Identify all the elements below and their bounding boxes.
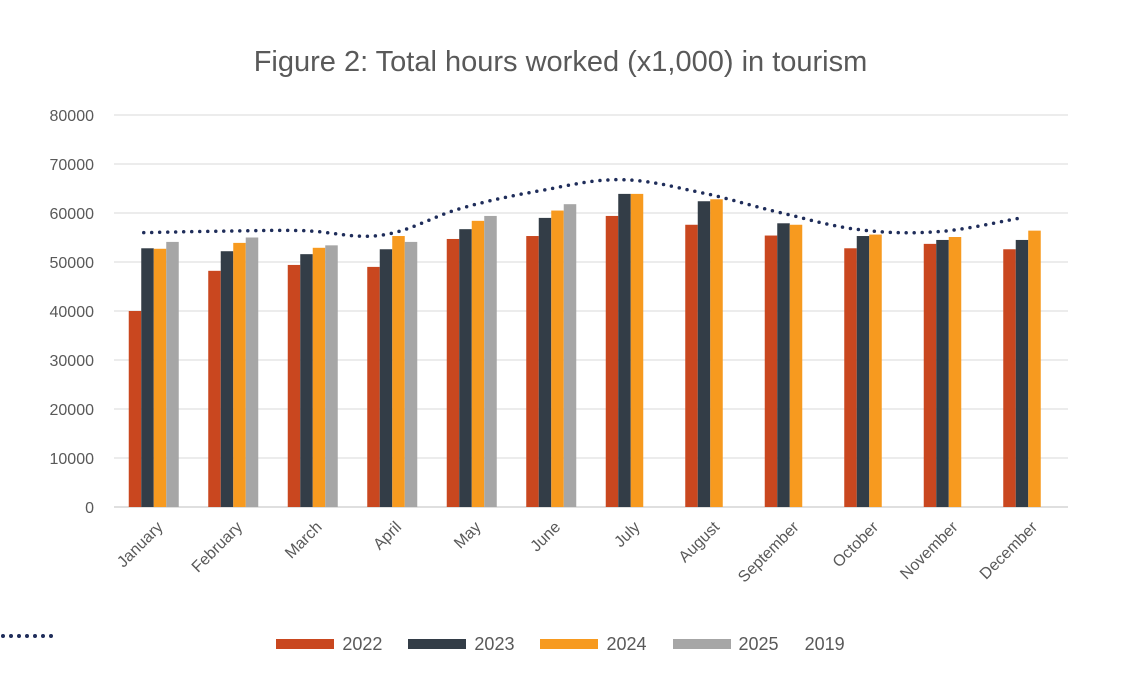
bar-2023-april xyxy=(379,249,393,507)
x-tick-label: June xyxy=(528,519,565,556)
legend-swatch xyxy=(276,639,335,649)
bar-2022-february xyxy=(208,270,221,507)
legend-label: 2019 xyxy=(804,633,845,654)
bar-2024-june xyxy=(551,210,564,508)
bar-2025-february xyxy=(245,237,259,507)
x-tick-label: October xyxy=(830,518,883,571)
bar-2024-october xyxy=(869,234,882,507)
bar-2023-august xyxy=(697,201,711,508)
y-tick-label: 80000 xyxy=(50,108,95,125)
bar-2023-february xyxy=(220,251,234,507)
bar-2022-december xyxy=(1003,249,1016,507)
bar-2022-january xyxy=(128,311,142,507)
y-tick-label: 50000 xyxy=(50,255,95,272)
bar-2024-september xyxy=(789,224,803,507)
y-tick-label: 10000 xyxy=(50,451,95,468)
bar-2023-march xyxy=(300,254,313,507)
legend-item-2024: 2024 xyxy=(540,633,647,655)
bar-2024-january xyxy=(153,248,167,507)
legend-swatch xyxy=(672,639,731,649)
bar-2024-march xyxy=(312,247,326,508)
bar-2025-april xyxy=(404,241,418,507)
x-tick-label: July xyxy=(611,519,643,551)
x-tick-label: December xyxy=(977,518,1042,583)
legend: 2022 2023 2024 2025 2019 xyxy=(0,630,1121,658)
bar-2023-september xyxy=(777,223,790,508)
bar-2022-june xyxy=(526,236,539,507)
bar-2022-may xyxy=(446,238,460,507)
bar-2024-february xyxy=(233,242,246,507)
x-tick-label: August xyxy=(676,518,724,566)
bar-2024-december xyxy=(1028,230,1041,507)
bar-2022-april xyxy=(367,266,380,507)
bar-2023-july xyxy=(618,193,631,507)
legend-label: 2025 xyxy=(738,633,779,654)
bar-2024-november xyxy=(948,237,962,507)
x-tick-label: November xyxy=(897,518,962,583)
bar-2023-may xyxy=(459,229,472,508)
bar-2025-march xyxy=(325,245,338,507)
y-tick-label: 0 xyxy=(85,500,94,517)
x-tick-label: March xyxy=(282,519,325,562)
x-tick-label: September xyxy=(735,518,803,586)
legend-swatch xyxy=(408,639,467,649)
bar-2022-august xyxy=(685,224,698,507)
bar-2023-january xyxy=(141,248,154,507)
bar-2024-august xyxy=(710,199,723,507)
bar-2024-april xyxy=(392,236,405,507)
legend-swatch xyxy=(540,639,599,649)
bar-2025-january xyxy=(166,241,179,507)
line-2019 xyxy=(142,177,1020,238)
legend-item-2019: 2019 xyxy=(1,633,845,655)
bar-2025-may xyxy=(484,215,497,507)
bar-2025-june xyxy=(563,204,577,507)
y-tick-label: 40000 xyxy=(50,304,95,321)
legend-item-2022: 2022 xyxy=(276,634,382,655)
bar-2022-november xyxy=(923,243,937,507)
x-tick-label: April xyxy=(370,519,405,554)
bar-2023-november xyxy=(936,239,949,507)
y-tick-label: 30000 xyxy=(50,353,95,370)
legend-label: 2023 xyxy=(474,633,515,654)
y-tick-label: 70000 xyxy=(50,157,95,174)
legend-label: 2024 xyxy=(606,633,647,654)
bar-2022-october xyxy=(844,248,857,507)
x-tick-label: May xyxy=(451,519,484,552)
legend-swatch xyxy=(1,634,58,638)
bar-2022-september xyxy=(764,235,778,508)
bar-2022-july xyxy=(605,215,619,507)
bar-2024-may xyxy=(471,220,485,507)
chart-title: Figure 2: Total hours worked (x1,000) in… xyxy=(253,46,868,78)
legend-item-2025: 2025 xyxy=(672,633,779,655)
bar-2023-june xyxy=(538,217,552,507)
bar-2024-july xyxy=(630,193,644,507)
bar-2022-march xyxy=(287,264,301,507)
x-tick-label: February xyxy=(189,519,246,576)
bar-2023-october xyxy=(856,236,870,507)
y-tick-label: 60000 xyxy=(50,206,95,223)
x-tick-label: January xyxy=(114,519,166,571)
bar-2023-december xyxy=(1015,239,1029,507)
legend-item-2023: 2023 xyxy=(408,634,514,655)
legend-label: 2022 xyxy=(342,633,383,654)
y-tick-label: 20000 xyxy=(50,402,95,419)
